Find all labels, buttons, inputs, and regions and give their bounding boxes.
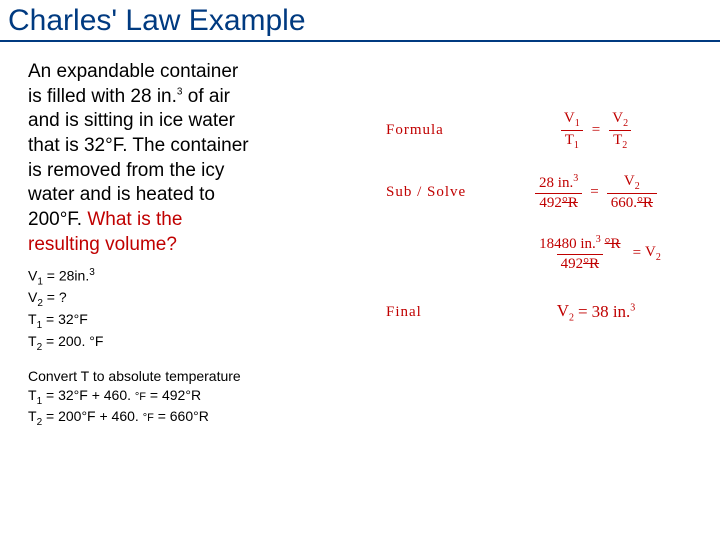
line: An expandable container — [28, 61, 238, 82]
question: What is the — [87, 209, 182, 230]
step2: 18480 in.3 °R 492°R = V2 — [386, 234, 706, 273]
final-step: Final V2 = 38 in.3 — [386, 301, 706, 323]
final-label: Final — [386, 304, 486, 321]
subsolve-step: Sub / Solve 28 in.3 492°R = V2 660.°R — [386, 173, 706, 212]
subsolve-label: Sub / Solve — [386, 184, 486, 201]
convert-t1: T1 = 32°F + 460. °F = 492°R — [28, 386, 720, 408]
line: is filled with 28 in. — [28, 86, 177, 107]
conversion-block: Convert T to absolute temperature T1 = 3… — [0, 353, 720, 429]
line: is removed from the icy — [28, 160, 224, 181]
line: and is sitting in ice water — [28, 110, 235, 131]
convert-heading: Convert T to absolute temperature — [28, 367, 720, 385]
line: 200°F. — [28, 209, 87, 230]
formula-label: Formula — [386, 122, 486, 139]
convert-t2: T2 = 200°F + 460. °F = 660°R — [28, 407, 720, 429]
final-math: V2 = 38 in.3 — [486, 301, 706, 323]
page-title: Charles' Law Example — [0, 0, 720, 42]
question: resulting volume? — [28, 234, 177, 255]
formula-step: Formula V1T1 = V2T2 — [386, 110, 706, 151]
step2-math: 18480 in.3 °R 492°R = V2 — [486, 234, 706, 273]
line: water and is heated to — [28, 184, 215, 205]
problem-statement: An expandable container is filled with 2… — [0, 42, 370, 258]
formula-panel: Formula V1T1 = V2T2 Sub / Solve 28 in.3 … — [386, 110, 706, 345]
formula-math: V1T1 = V2T2 — [486, 110, 706, 151]
subsolve-math: 28 in.3 492°R = V2 660.°R — [486, 173, 706, 212]
line: of air — [182, 86, 230, 107]
line: that is 32°F. The container — [28, 135, 249, 156]
